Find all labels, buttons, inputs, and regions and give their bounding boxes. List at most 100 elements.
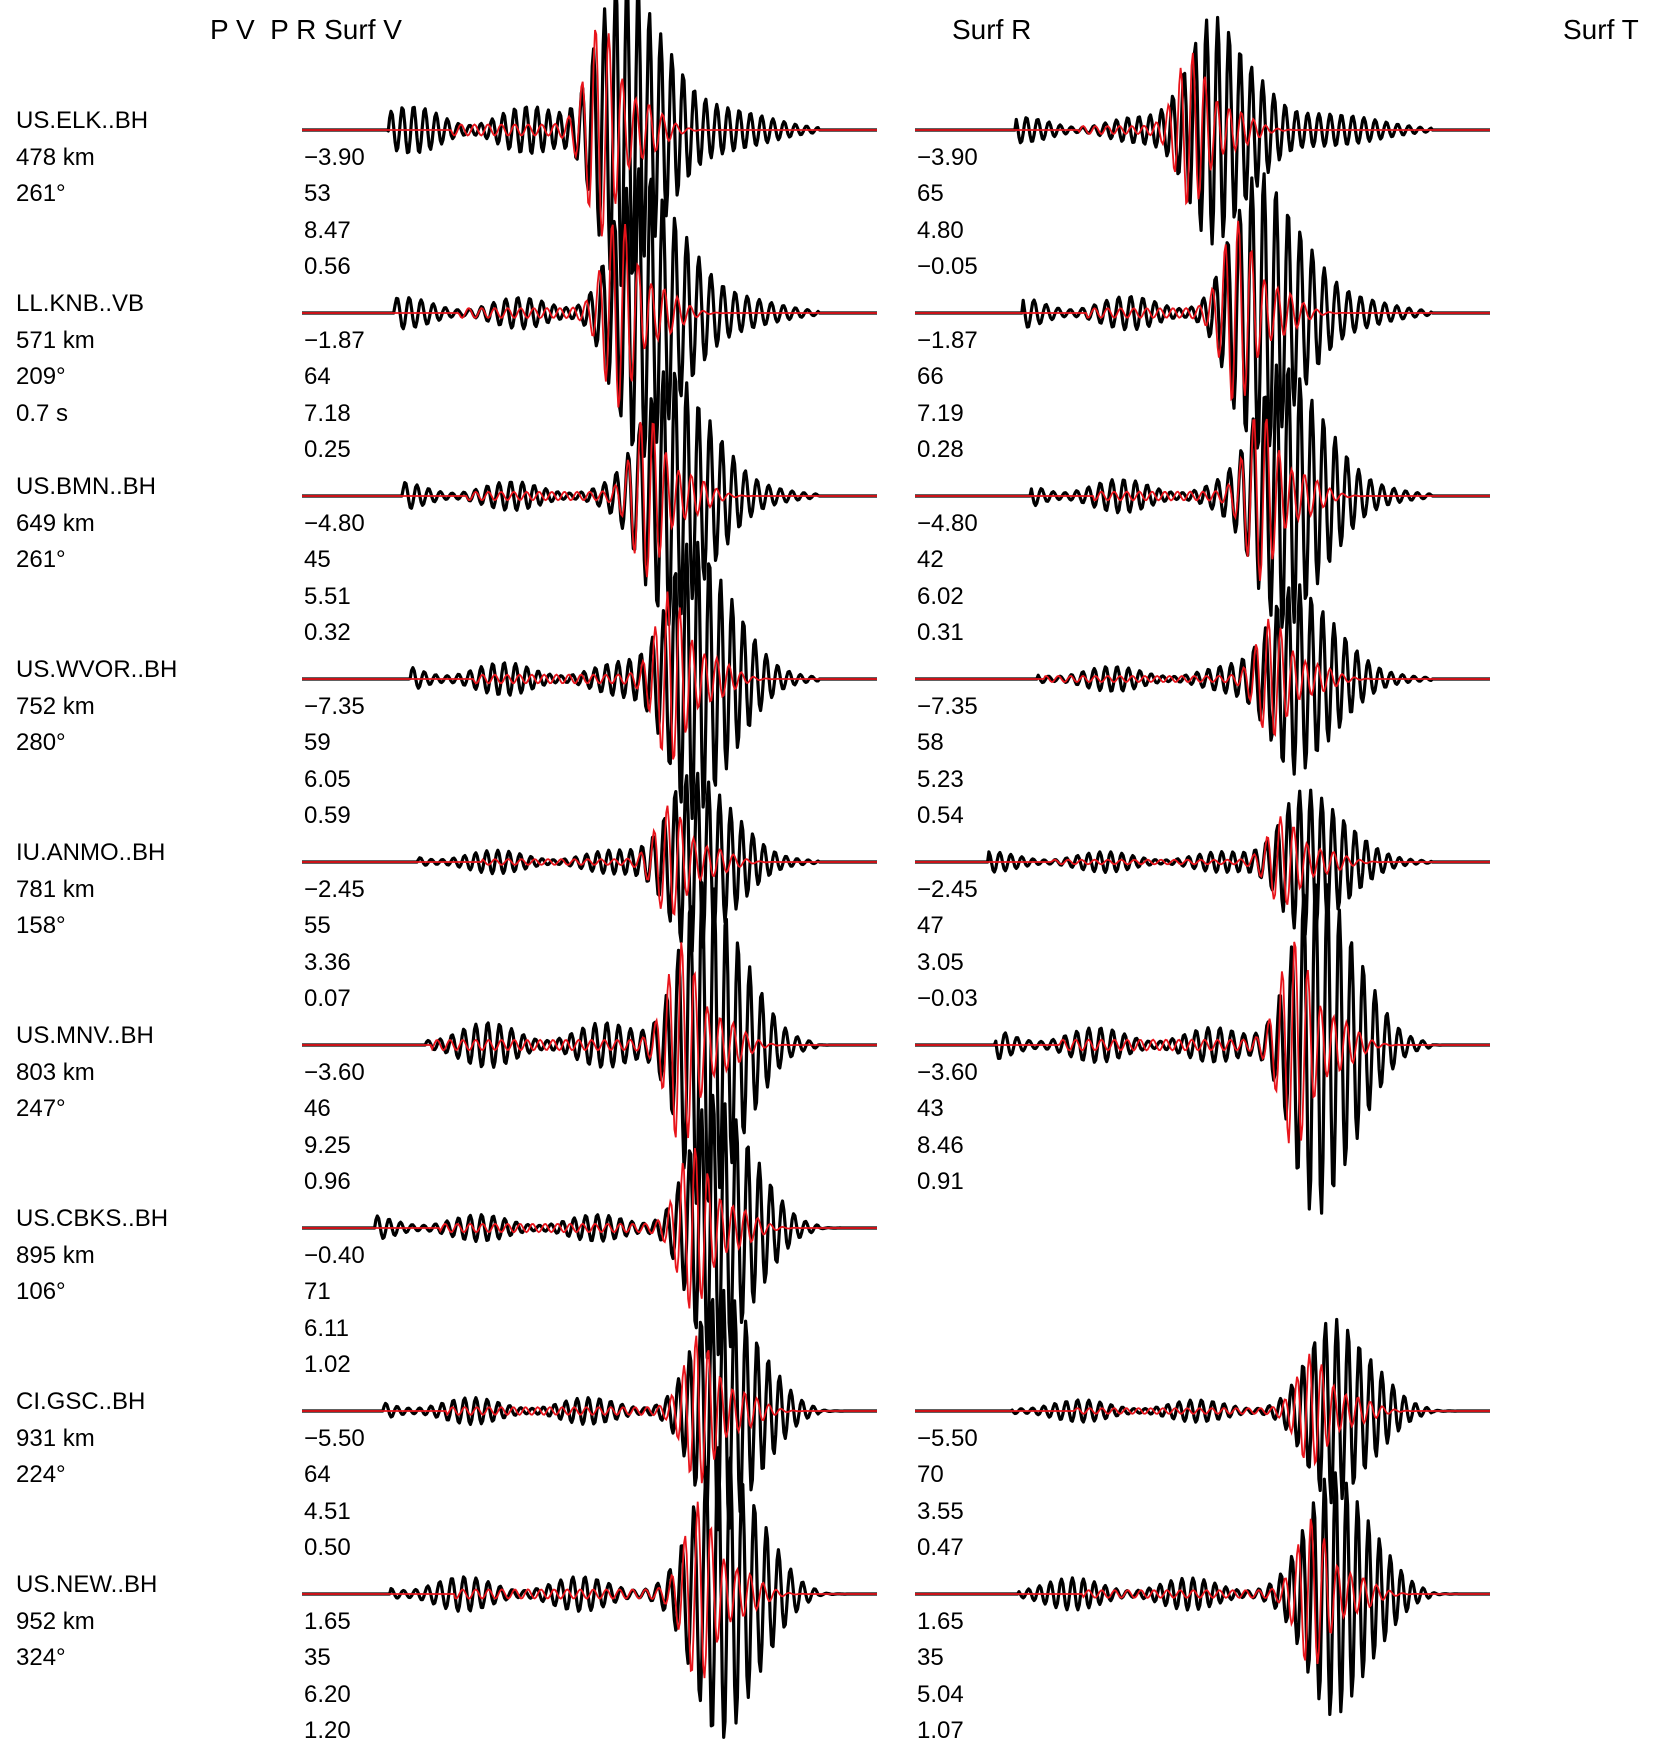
station-azimuth: 247°: [16, 1095, 66, 1122]
log-amp-ratio-value-v: 0.56: [304, 253, 351, 280]
correlation-value-v: 45: [304, 546, 331, 573]
synthetic-trace-v: [302, 1147, 877, 1309]
time-shift-value-r: −1.87: [917, 326, 978, 354]
station-name: US.BMN..BH: [16, 473, 157, 500]
observed-trace-r: [914, 788, 1491, 937]
synthetic-trace-v: [302, 591, 877, 760]
station-name: LL.KNB..VB: [16, 290, 145, 317]
correlation-value-r: 66: [917, 363, 944, 390]
time-shift-value-r: −2.45: [917, 875, 978, 903]
time-shift-value-r: 1.65: [917, 1607, 964, 1635]
log-amp-ratio-value-r: 1.07: [917, 1717, 964, 1744]
time-shift-value-v: −4.80: [304, 509, 365, 537]
observed-trace-r: [914, 883, 1491, 1215]
station-time-shift: 0.7 s: [16, 399, 69, 427]
station-distance: 649 km: [16, 509, 95, 537]
time-shift-value-v: −1.87: [304, 326, 365, 354]
correlation-value-v: 55: [304, 912, 331, 939]
log-amp-ratio-value-v: 0.07: [304, 985, 351, 1012]
station-name: US.WVOR..BH: [16, 656, 178, 683]
observed-trace-v: [301, 1288, 878, 1532]
correlation-value-v: 64: [304, 1461, 331, 1488]
amplitude-value-r: 8.46: [917, 1131, 964, 1159]
synthetic-trace-r: [915, 816, 1490, 905]
correlation-value-v: 71: [304, 1278, 331, 1305]
amplitude-value-v: 8.47: [304, 216, 351, 244]
correlation-value-r: 43: [917, 1095, 944, 1122]
correlation-value-v: 46: [304, 1095, 331, 1122]
amplitude-value-v: 4.51: [304, 1497, 351, 1525]
synthetic-trace-r: [915, 52, 1490, 206]
log-amp-ratio-value-r: 0.54: [917, 802, 964, 829]
amplitude-value-v: 3.36: [304, 948, 351, 976]
time-shift-value-r: −3.60: [917, 1058, 978, 1086]
synthetic-trace-r: [915, 618, 1490, 738]
synthetic-trace-v: [302, 224, 877, 408]
amplitude-value-v: 6.05: [304, 765, 351, 793]
station-azimuth: 280°: [16, 729, 66, 756]
log-amp-ratio-value-r: −0.05: [917, 253, 978, 280]
station-distance: 803 km: [16, 1058, 95, 1086]
station-name: IU.ANMO..BH: [16, 839, 166, 866]
correlation-value-v: 59: [304, 729, 331, 756]
observed-trace-v: [301, 167, 878, 458]
station-distance: 781 km: [16, 875, 95, 903]
log-amp-ratio-value-v: 0.96: [304, 1168, 351, 1195]
synthetic-trace-v: [302, 29, 877, 237]
correlation-value-r: 58: [917, 729, 944, 756]
station-distance: 931 km: [16, 1424, 95, 1452]
time-shift-value-v: −2.45: [304, 875, 365, 903]
amplitude-value-r: 3.55: [917, 1497, 964, 1525]
station-azimuth: 261°: [16, 180, 66, 207]
observed-trace-v: [301, 1446, 878, 1739]
station-name: CI.GSC..BH: [16, 1388, 146, 1415]
amplitude-value-v: 5.51: [304, 582, 351, 610]
synthetic-trace-v: [302, 1501, 877, 1679]
synthetic-trace-v: [302, 942, 877, 1139]
station-azimuth: 224°: [16, 1461, 66, 1488]
time-shift-value-v: −3.90: [304, 143, 365, 171]
header-p-v-p-r-surf-v: P V P R Surf V: [210, 14, 402, 45]
synthetic-trace-v: [302, 421, 877, 578]
station-name: US.CBKS..BH: [16, 1205, 169, 1232]
time-shift-value-r: −4.80: [917, 509, 978, 537]
observed-trace-v: [301, 0, 878, 287]
time-shift-value-v: −3.60: [304, 1058, 365, 1086]
station-distance: 478 km: [16, 143, 95, 171]
time-shift-value-r: −7.35: [917, 692, 978, 720]
amplitude-value-r: 7.19: [917, 399, 964, 427]
synthetic-trace-r: [915, 941, 1490, 1144]
log-amp-ratio-value-r: 0.47: [917, 1534, 964, 1561]
amplitude-value-v: 6.20: [304, 1680, 351, 1708]
station-azimuth: 209°: [16, 363, 66, 390]
synthetic-trace-r: [915, 220, 1490, 402]
synthetic-trace-r: [915, 418, 1490, 581]
log-amp-ratio-value-r: 0.31: [917, 619, 964, 646]
synthetic-trace-v: [302, 805, 877, 916]
station-distance: 952 km: [16, 1607, 95, 1635]
correlation-value-r: 70: [917, 1461, 944, 1488]
log-amp-ratio-value-v: 0.59: [304, 802, 351, 829]
correlation-value-r: 65: [917, 180, 944, 207]
amplitude-value-r: 4.80: [917, 216, 964, 244]
time-shift-value-v: −5.50: [304, 1424, 365, 1452]
station-azimuth: 324°: [16, 1644, 66, 1671]
observed-trace-v: [301, 1093, 878, 1360]
station-azimuth: 261°: [16, 546, 66, 573]
station-distance: 571 km: [16, 326, 95, 354]
amplitude-value-r: 5.04: [917, 1680, 964, 1708]
station-name: US.NEW..BH: [16, 1571, 158, 1598]
correlation-value-r: 47: [917, 912, 944, 939]
log-amp-ratio-value-r: 0.91: [917, 1168, 964, 1195]
station-name: US.MNV..BH: [16, 1022, 154, 1049]
station-distance: 752 km: [16, 692, 95, 720]
synthetic-trace-r: [915, 1353, 1490, 1467]
correlation-value-r: 35: [917, 1644, 944, 1671]
header-surf-r: Surf R: [952, 14, 1032, 45]
correlation-value-v: 35: [304, 1644, 331, 1671]
correlation-value-v: 53: [304, 180, 331, 207]
synthetic-trace-v: [302, 1335, 877, 1484]
station-azimuth: 158°: [16, 912, 66, 939]
amplitude-value-r: 3.05: [917, 948, 964, 976]
